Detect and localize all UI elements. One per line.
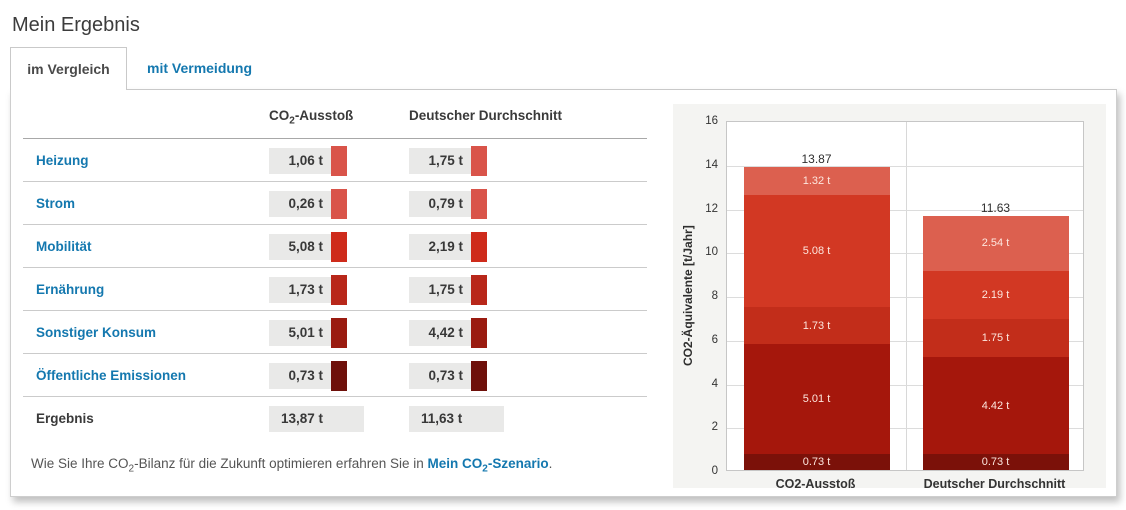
- table-row-ergebnis: Ergebnis 13,87 t 11,63 t: [23, 396, 647, 439]
- table-row: Strom 0,26 t 0,79 t: [23, 181, 647, 224]
- bar-segment-label: 2.19 t: [981, 289, 1010, 302]
- category-color-swatch: [331, 189, 347, 219]
- table-row: Mobilität 5,08 t 2,19 t: [23, 224, 647, 267]
- bar-segment: 1.75 t: [922, 319, 1069, 358]
- category-color-swatch: [471, 318, 487, 348]
- x-category-label: CO2-Ausstoß: [775, 477, 856, 491]
- bar-segment-label: 0.73 t: [802, 456, 831, 469]
- bar-segment-label: 1.75 t: [981, 332, 1010, 345]
- value-box: 0,79 t: [409, 191, 471, 217]
- gridline: [727, 209, 1083, 211]
- category-color-swatch: [471, 275, 487, 305]
- value-box: 0,73 t: [269, 363, 331, 389]
- value-box: 1,06 t: [269, 148, 331, 174]
- bar-segment-label: 0.73 t: [981, 456, 1010, 469]
- page-title: Mein Ergebnis: [12, 14, 140, 36]
- gridline: [727, 253, 1083, 255]
- value-box: 2,19 t: [409, 234, 471, 260]
- y-tick-label: 2: [711, 421, 718, 434]
- table-row: Ernährung 1,73 t 1,75 t: [23, 267, 647, 310]
- y-tick-label: 0: [711, 465, 718, 477]
- plot-area: 0.73 t 5.01 t 1.73 t 5.08 t 1.32 t 13.87 0.73 …: [726, 121, 1084, 471]
- category-color-swatch: [331, 275, 347, 305]
- value-box: 5,08 t: [269, 234, 331, 260]
- y-tick-label: 10: [705, 246, 718, 259]
- category-color-swatch: [471, 146, 487, 176]
- result-card: CO2-Ausstoß Deutscher Durchschnitt Heizu…: [10, 89, 1117, 497]
- bar-segment: 5.01 t: [743, 344, 890, 455]
- bar-segment: 2.19 t: [922, 271, 1069, 320]
- value-box: 1,73 t: [269, 277, 331, 303]
- bar-segment-label: 5.08 t: [802, 245, 831, 258]
- value-box: 0,26 t: [269, 191, 331, 217]
- value-box: 4,42 t: [409, 320, 471, 346]
- column-header-co2-ausstoss: CO2-Ausstoß: [269, 108, 354, 127]
- category-color-swatch: [471, 361, 487, 391]
- category-link[interactable]: Strom: [36, 196, 76, 211]
- y-tick-label: 14: [705, 158, 718, 171]
- bar-segment-label: 2.54 t: [981, 237, 1010, 250]
- chart-panel: CO2-Äquivalente [t/Jahr] 0.73 t 5.01 t 1.7…: [673, 104, 1106, 491]
- category-link[interactable]: Sonstiger Konsum: [36, 325, 157, 340]
- y-tick-label: 4: [711, 377, 718, 390]
- value-box: 5,01 t: [269, 320, 331, 346]
- category-color-swatch: [471, 189, 487, 219]
- bar-total-label: 13.87: [801, 151, 832, 166]
- category-color-swatch: [331, 318, 347, 348]
- category-link[interactable]: Öffentliche Emissionen: [36, 368, 187, 383]
- category-color-swatch: [331, 146, 347, 176]
- category-color-swatch: [331, 361, 347, 391]
- category-link[interactable]: Heizung: [36, 153, 89, 168]
- gridline: [727, 384, 1083, 386]
- category-link[interactable]: Ernährung: [36, 282, 105, 297]
- tab-mit-vermeidung[interactable]: mit Vermeidung: [147, 60, 253, 76]
- column-header-deutscher-durchschnitt: Deutscher Durchschnitt: [409, 108, 563, 123]
- category-divider-line: [906, 122, 907, 470]
- result-label: Ergebnis: [36, 411, 94, 426]
- gridline: [727, 428, 1083, 430]
- bar-segment-label: 1.73 t: [802, 319, 831, 332]
- value-box: 1,75 t: [409, 148, 471, 174]
- value-box: 1,75 t: [409, 277, 471, 303]
- bar-segment: 5.08 t: [743, 195, 890, 307]
- gridline: [727, 165, 1083, 167]
- mein-co2-szenario-link[interactable]: Mein CO2-Szenario: [427, 456, 549, 475]
- x-category-label: Deutscher Durchschnitt: [923, 477, 1066, 491]
- bar-segment: 1.73 t: [743, 306, 890, 345]
- y-tick-label: 6: [711, 333, 718, 346]
- bar-segment-label: 5.01 t: [802, 393, 831, 406]
- table-row: Sonstiger Konsum 5,01 t 4,42 t: [23, 310, 647, 353]
- table-row: Öffentliche Emissionen 0,73 t 0,73 t: [23, 353, 647, 396]
- y-tick-label: 12: [705, 202, 718, 215]
- tab-im-vergleich[interactable]: im Vergleich: [10, 47, 127, 90]
- gridline: [727, 297, 1083, 298]
- bar-segment: 4.42 t: [922, 357, 1069, 455]
- result-value-durchschnitt: 11,63 t: [409, 406, 504, 432]
- gridline: [727, 340, 1083, 342]
- category-color-swatch: [471, 232, 487, 262]
- bar-total-label: 11.63: [980, 200, 1011, 215]
- y-tick-label: 16: [705, 115, 718, 127]
- bar-segment-label: 1.32 t: [802, 175, 831, 188]
- value-box: 0,73 t: [409, 363, 471, 389]
- y-tick-label: 8: [711, 290, 718, 302]
- category-link[interactable]: Mobilität: [36, 239, 92, 254]
- result-value-co2-ausstoss: 13,87 t: [269, 406, 364, 432]
- bar-segment-label: 4.42 t: [981, 399, 1010, 412]
- bar-segment: 2.54 t: [922, 215, 1069, 272]
- bar-segment: 0.73 t: [922, 454, 1069, 470]
- category-color-swatch: [331, 232, 347, 262]
- table-row: Heizung 1,06 t 1,75 t: [23, 138, 647, 181]
- bar-segment: 1.32 t: [743, 166, 890, 196]
- bar-segment: 0.73 t: [743, 454, 890, 470]
- scenario-hint-text: Wie Sie Ihre CO2-Bilanz für die Zukunft …: [31, 456, 553, 475]
